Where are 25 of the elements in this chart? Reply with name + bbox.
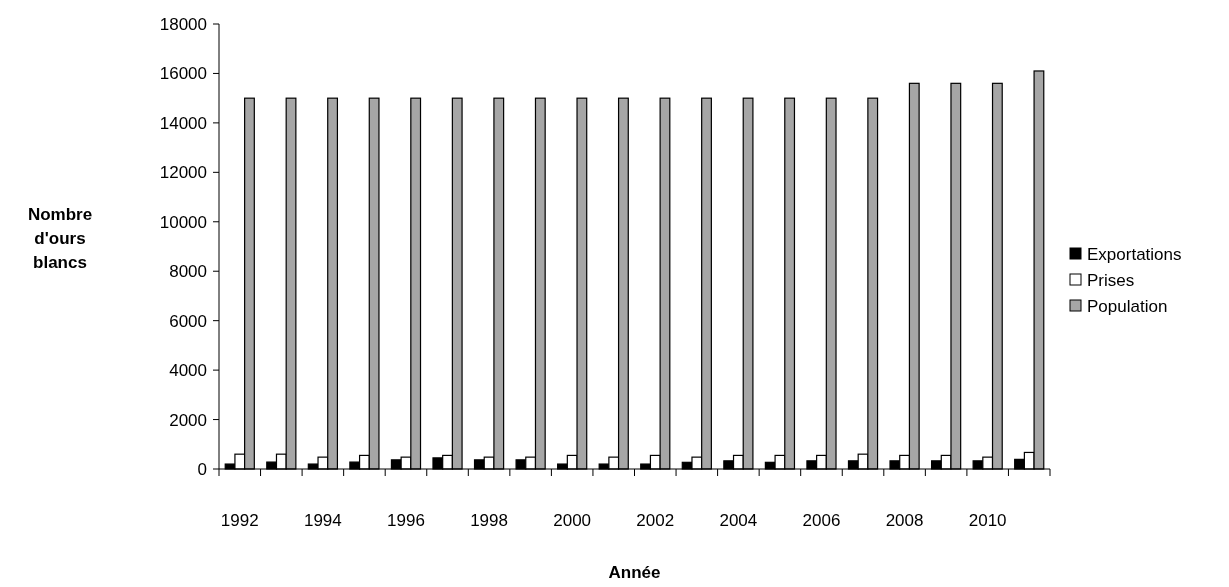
- y-tick-label: 12000: [159, 163, 207, 183]
- y-tick-label: 2000: [169, 410, 207, 430]
- y-axis-title: Nombre d'ours blancs: [27, 205, 93, 272]
- y-tick-label: 0: [197, 459, 207, 479]
- legend-label: Exportations: [1087, 244, 1182, 264]
- x-tick-label: 2008: [885, 511, 924, 530]
- x-tick-label: 1992: [220, 511, 259, 530]
- y-tick-label: 6000: [169, 311, 207, 331]
- y-tick-label: 18000: [159, 14, 207, 34]
- y-tick-label: 14000: [159, 113, 207, 133]
- x-tick-label: 1996: [387, 511, 425, 530]
- y-tick-label: 10000: [159, 212, 207, 232]
- legend-label: Prises: [1087, 270, 1135, 290]
- x-tick-label: 1994: [303, 511, 342, 530]
- x-tick-label: 2004: [719, 511, 758, 530]
- y-tick-label: 16000: [159, 64, 207, 84]
- x-axis-title: Année: [608, 563, 661, 582]
- x-tick-label: 2000: [553, 511, 592, 530]
- x-tick-label: 2006: [802, 511, 841, 530]
- y-tick-label: 4000: [169, 361, 207, 381]
- x-tick-label: 2010: [968, 511, 1007, 530]
- x-tick-label: 2002: [636, 511, 675, 530]
- x-tick-label: 1998: [470, 511, 508, 530]
- y-tick-label: 8000: [169, 262, 207, 282]
- legend-label: Population: [1087, 296, 1168, 316]
